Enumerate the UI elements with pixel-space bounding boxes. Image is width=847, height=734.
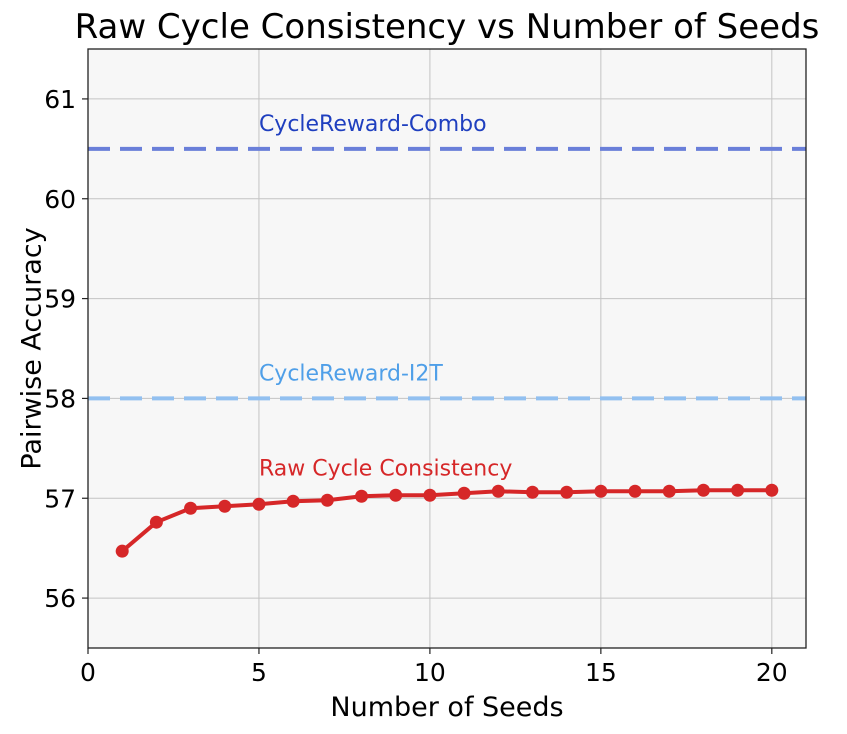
y-tick-label: 59 [44,285,76,314]
x-tick-label: 10 [414,658,446,687]
data-point [696,483,710,497]
annotation-label: CycleReward-Combo [259,112,487,137]
x-tick-label: 0 [80,658,96,687]
annotations: CycleReward-Combo CycleReward-I2T Raw Cycl… [259,112,512,481]
chart-title: Raw Cycle Consistency vs Number of Seeds [75,7,820,47]
annotation-label: Raw Cycle Consistency [259,456,512,481]
y-axis-label: Pairwise Accuracy [16,227,47,469]
x-tick-label: 5 [251,658,267,687]
x-axis-ticks: 0 5 10 15 20 [80,648,788,687]
data-point [320,493,334,507]
series-group [115,483,779,558]
y-tick-label: 58 [44,384,76,413]
data-point [252,497,266,511]
y-tick-label: 60 [44,185,76,214]
annotation-label: CycleReward-I2T [259,361,443,386]
data-point [457,486,471,500]
data-point [115,544,129,558]
x-axis-label: Number of Seeds [330,692,563,723]
data-point [731,483,745,497]
y-tick-label: 56 [44,584,76,613]
x-tick-label: 15 [585,658,617,687]
plot-frame [87,48,807,649]
data-point [594,484,608,498]
y-tick-label: 57 [44,484,76,513]
plot-area [88,49,806,648]
data-point [765,483,779,497]
data-point [149,515,163,529]
data-point [218,499,232,513]
data-point [389,488,403,502]
data-point [286,494,300,508]
data-point [423,488,437,502]
data-point [560,485,574,499]
x-tick-label: 20 [756,658,788,687]
data-point [628,484,642,498]
data-point [184,501,198,515]
data-point [525,485,539,499]
y-tick-label: 61 [44,85,76,114]
reference-lines [88,146,806,401]
y-axis-ticks: 56 57 58 59 60 61 [44,85,88,613]
data-point [662,484,676,498]
data-point [491,484,505,498]
data-point [355,489,369,503]
